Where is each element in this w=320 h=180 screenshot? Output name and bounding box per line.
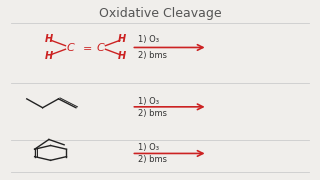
Text: 2) bms: 2) bms — [138, 155, 167, 164]
Text: 2) bms: 2) bms — [138, 51, 167, 60]
Text: H: H — [118, 51, 126, 61]
Text: 1) O₃: 1) O₃ — [138, 97, 159, 106]
Text: $\mathit{C}$: $\mathit{C}$ — [96, 41, 106, 53]
Text: Oxidative Cleavage: Oxidative Cleavage — [99, 7, 221, 20]
Text: $=$: $=$ — [80, 42, 92, 52]
Text: 1) O₃: 1) O₃ — [138, 35, 159, 44]
Text: $\mathit{C}$: $\mathit{C}$ — [66, 41, 76, 53]
Text: H: H — [118, 34, 126, 44]
Text: H: H — [45, 51, 53, 61]
Text: 2) bms: 2) bms — [138, 109, 167, 118]
Text: H: H — [45, 34, 53, 44]
Text: 1) O₃: 1) O₃ — [138, 143, 159, 152]
